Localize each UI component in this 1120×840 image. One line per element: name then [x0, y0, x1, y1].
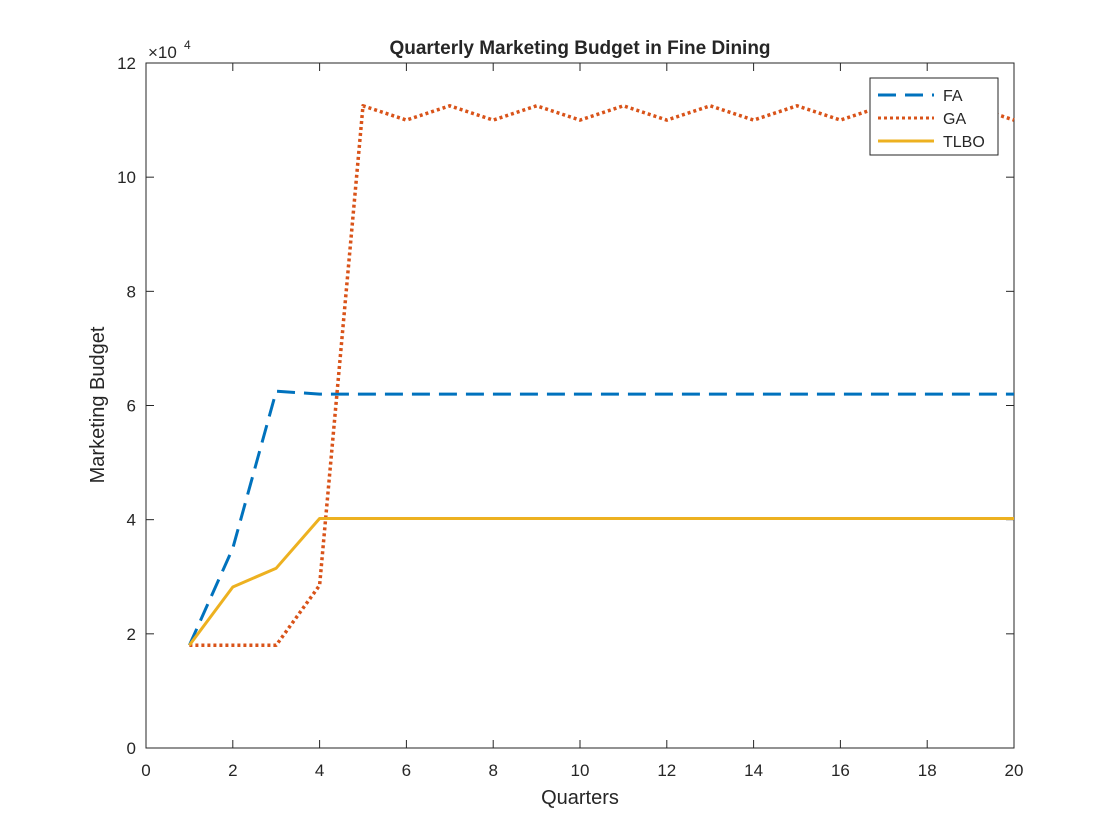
y-tick-label: 12 [117, 54, 136, 73]
data-point-tlbo [362, 517, 364, 519]
data-point-fa [535, 393, 537, 395]
data-point-tlbo [1013, 517, 1015, 519]
data-point-fa [883, 393, 885, 395]
data-point-fa [232, 547, 234, 549]
x-tick-label: 14 [744, 761, 763, 780]
legend-entry-ga: GA [878, 111, 966, 128]
series-line-fa [188, 389, 1014, 646]
legend-entry-tlbo: TLBO [878, 134, 985, 151]
x-tick-label: 2 [228, 761, 237, 780]
data-point-tlbo [796, 517, 798, 519]
x-tick-label: 12 [657, 761, 676, 780]
data-point-fa [449, 393, 451, 395]
data-point-tlbo [275, 567, 277, 569]
x-tick-label: 20 [1005, 761, 1024, 780]
legend-entry-fa: FA [878, 88, 963, 105]
data-point-fa [405, 393, 407, 395]
data-point-fa [622, 393, 624, 395]
data-point-fa [839, 393, 841, 395]
data-point-fa [926, 393, 928, 395]
data-point-tlbo [232, 586, 234, 588]
y-tick-label: 6 [127, 397, 136, 416]
axes-box [145, 62, 1015, 749]
data-point-ga [839, 119, 841, 121]
y-tick-label: 0 [127, 739, 136, 758]
data-point-ga [579, 119, 581, 121]
data-point-ga [405, 119, 407, 121]
x-tick-label: 4 [315, 761, 324, 780]
data-point-tlbo [926, 517, 928, 519]
data-point-ga [362, 105, 364, 107]
data-point-tlbo [666, 517, 668, 519]
chart-title: Quarterly Marketing Budget in Fine Dinin… [389, 38, 770, 59]
data-point-fa [752, 393, 754, 395]
data-point-ga [318, 584, 320, 586]
data-point-fa [492, 393, 494, 395]
data-point-ga [666, 119, 668, 121]
data-point-tlbo [535, 517, 537, 519]
data-point-tlbo [579, 517, 581, 519]
data-point-fa [579, 393, 581, 395]
data-point-fa [666, 393, 668, 395]
data-point-fa [275, 390, 277, 392]
data-point-fa [796, 393, 798, 395]
data-point-ga [492, 119, 494, 121]
data-point-tlbo [969, 517, 971, 519]
data-point-ga [1013, 119, 1015, 121]
legend-label-ga: GA [943, 111, 966, 128]
data-point-fa [1013, 393, 1015, 395]
data-point-tlbo [752, 517, 754, 519]
data-point-ga [449, 105, 451, 107]
x-axis-label: Quarters [541, 787, 619, 809]
data-point-ga [535, 105, 537, 107]
y-tick-label: 4 [127, 511, 136, 530]
x-tick-label: 6 [402, 761, 411, 780]
y-tick-label: 8 [127, 282, 136, 301]
y-exponent-power: 4 [184, 38, 191, 52]
plot-area [145, 62, 1015, 749]
data-point-tlbo [318, 517, 320, 519]
data-point-tlbo [709, 517, 711, 519]
data-point-fa [969, 393, 971, 395]
y-axis-label: Marketing Budget [87, 326, 109, 483]
data-point-tlbo [188, 644, 190, 646]
data-point-fa [318, 393, 320, 395]
data-point-fa [362, 393, 364, 395]
x-tick-label: 8 [488, 761, 497, 780]
data-point-ga [622, 105, 624, 107]
y-axis: 0 2 4 6 8 10 12 [117, 54, 1014, 758]
x-tick-label: 10 [571, 761, 590, 780]
x-tick-label: 16 [831, 761, 850, 780]
data-point-tlbo [839, 517, 841, 519]
data-point-ga [232, 644, 234, 646]
y-exponent-label: ×10 4 [148, 38, 191, 62]
legend-label-tlbo: TLBO [943, 134, 985, 151]
data-point-ga [752, 119, 754, 121]
data-point-tlbo [492, 517, 494, 519]
x-axis: 0 2 4 6 8 10 12 14 16 18 20 [141, 63, 1023, 780]
data-point-tlbo [405, 517, 407, 519]
legend: FA GA TLBO [869, 77, 999, 156]
y-exponent-base: ×10 [148, 43, 177, 62]
legend-label-fa: FA [943, 88, 963, 105]
data-point-ga [796, 105, 798, 107]
y-tick-label: 10 [117, 168, 136, 187]
y-tick-label: 2 [127, 625, 136, 644]
data-point-ga [275, 644, 277, 646]
data-point-tlbo [449, 517, 451, 519]
data-point-tlbo [883, 517, 885, 519]
data-point-ga [709, 105, 711, 107]
data-point-fa [709, 393, 711, 395]
x-tick-label: 18 [918, 761, 937, 780]
x-tick-label: 0 [141, 761, 150, 780]
data-point-tlbo [622, 517, 624, 519]
series-line-tlbo [188, 517, 1014, 647]
